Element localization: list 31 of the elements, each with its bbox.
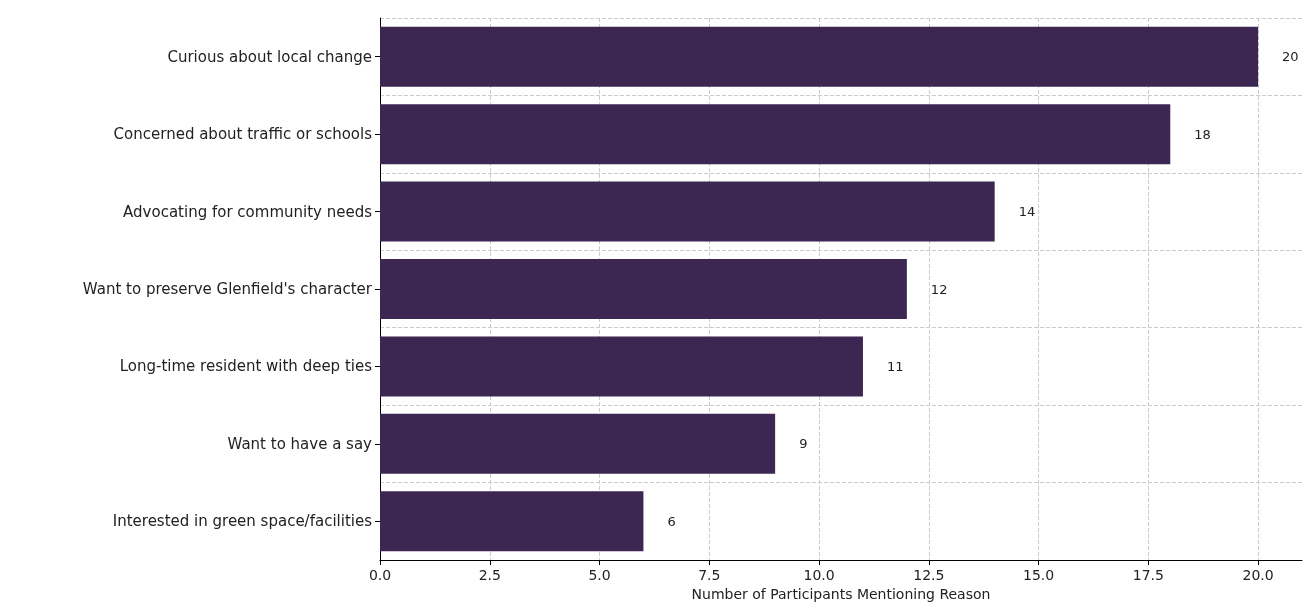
x-tick-label: 2.5: [478, 567, 501, 583]
bar: [380, 336, 863, 397]
data-label: 6: [667, 513, 676, 529]
x-tick-label: 5.0: [588, 567, 611, 583]
y-tick-label: Long-time resident with deep ties: [119, 357, 373, 376]
bar: [380, 26, 1259, 87]
bar: [380, 259, 907, 319]
x-tick-label: 10.0: [803, 567, 835, 583]
bar: [380, 413, 776, 474]
y-tick-label: Advocating for community needs: [123, 202, 373, 221]
x-tick-label: 7.5: [698, 567, 721, 583]
x-tick-label: 12.5: [913, 567, 945, 583]
data-label: 12: [930, 281, 948, 297]
bar: [380, 104, 1171, 165]
y-tick-label: Interested in green space/facilities: [112, 512, 373, 531]
data-label: 20: [1282, 49, 1299, 65]
y-tick-label: Want to have a say: [227, 434, 373, 453]
y-tick-label: Curious about local change: [167, 47, 372, 66]
x-tick-label: 15.0: [1022, 567, 1055, 583]
x-tick-label: 17.5: [1132, 567, 1164, 583]
data-label: 11: [886, 358, 904, 374]
y-tick-label: Concerned about traffic or schools: [113, 125, 373, 144]
data-label: 18: [1194, 126, 1211, 142]
data-label: 14: [1018, 204, 1036, 220]
y-tick-label: Want to preserve Glenfield's character: [82, 280, 373, 298]
x-axis-title: Number of Participants Mentioning Reason: [691, 585, 991, 602]
x-tick-label: 20.0: [1242, 567, 1274, 583]
x-tick-label: 0.0: [368, 567, 392, 583]
data-label: 9: [799, 436, 808, 452]
bar: [380, 491, 644, 552]
bar: [380, 181, 995, 242]
